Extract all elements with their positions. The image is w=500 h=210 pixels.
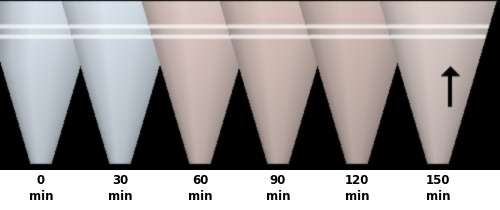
Text: 120
min: 120 min [345, 173, 369, 203]
Text: 90
min: 90 min [266, 173, 290, 203]
Text: 60
min: 60 min [188, 173, 212, 203]
Text: 30
min: 30 min [108, 173, 132, 203]
Text: 0
min: 0 min [29, 173, 53, 203]
Text: 150
min: 150 min [426, 173, 450, 203]
